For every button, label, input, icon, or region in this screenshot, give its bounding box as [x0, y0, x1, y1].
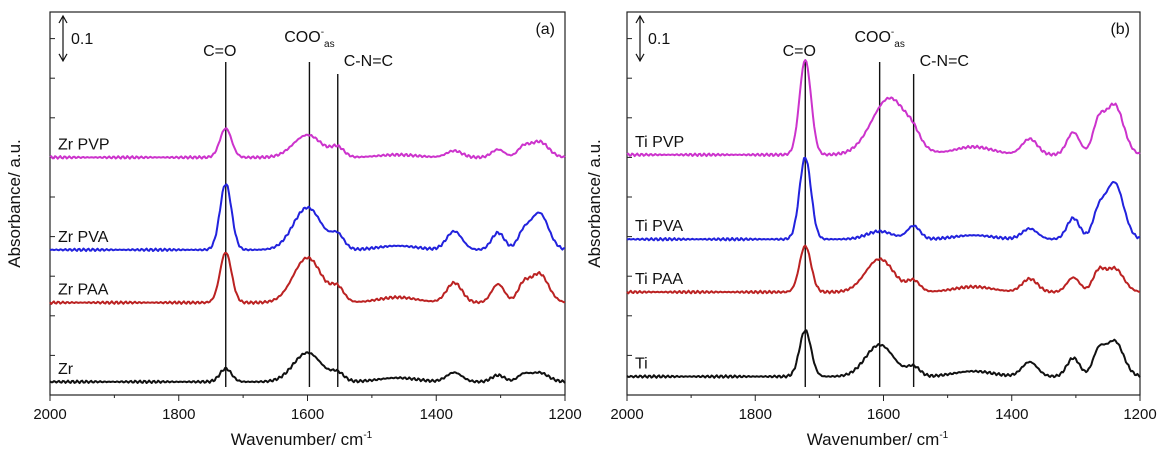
x-axis-title-text: Wavenumber/ cm: [807, 430, 940, 449]
marker-label: COO-as: [284, 27, 334, 50]
x-tick-label: 2000: [33, 406, 66, 423]
series-label: Ti PVP: [635, 134, 684, 151]
scale-bar-arrow-bottom: [58, 53, 68, 63]
plot-frame: [626, 11, 1141, 396]
scale-bar-arrow-top: [635, 14, 645, 24]
x-axis-title-text: Wavenumber/ cm: [231, 430, 364, 449]
plot-frame: [49, 11, 566, 396]
y-axis-title: Absorbance/ a.u.: [5, 139, 24, 268]
series-label: Zr PAA: [58, 282, 109, 299]
series-line-zr-pvp: [49, 127, 566, 160]
x-axis-title-superscript: -1: [363, 430, 372, 441]
marker-label-text: C=O: [783, 43, 816, 60]
scale-bar-arrow-top: [58, 14, 68, 24]
x-axis-title-superscript: -1: [939, 430, 948, 441]
series-line-ti-paa: [626, 244, 1141, 295]
x-tick-label: 1600: [867, 406, 900, 423]
marker-label-superscript: -: [891, 27, 894, 38]
x-axis-title: Wavenumber/ cm-1: [807, 430, 949, 449]
x-tick-label: 1400: [420, 406, 453, 423]
series-line-ti-pva: [626, 156, 1141, 242]
series-label: Zr PVP: [58, 136, 110, 153]
scale-bar-arrow-bottom: [635, 53, 645, 63]
scale-bar-label: 0.1: [71, 31, 93, 48]
x-tick-label: 1800: [162, 406, 195, 423]
panel-label: (a): [535, 21, 555, 38]
marker-label-subscript: as: [324, 39, 335, 50]
series-label: Zr: [58, 361, 74, 378]
marker-label-text: C=O: [203, 43, 236, 60]
series-label: Ti PAA: [635, 271, 683, 288]
x-tick-label: 1800: [739, 406, 772, 423]
y-axis-title: Absorbance/ a.u.: [585, 139, 604, 268]
marker-label-text: C-N=C: [920, 53, 969, 70]
scale-bar-label: 0.1: [648, 31, 670, 48]
series-line-zr-paa: [49, 251, 566, 305]
marker-label: COO-as: [854, 27, 904, 50]
marker-label-text: COO: [854, 29, 890, 46]
panel-label: (b): [1110, 21, 1130, 38]
marker-label-superscript: -: [321, 27, 324, 38]
marker-label: C=O: [783, 43, 816, 60]
marker-label: C-N=C: [344, 53, 393, 70]
series-label: Zr PVA: [58, 229, 109, 246]
series-label: Ti: [635, 356, 648, 373]
marker-label: C=O: [203, 43, 236, 60]
x-tick-label: 1400: [995, 406, 1028, 423]
x-tick-label: 1200: [1123, 406, 1156, 423]
x-tick-label: 2000: [610, 406, 643, 423]
x-tick-label: 1200: [548, 406, 581, 423]
x-tick-label: 1600: [291, 406, 324, 423]
marker-label-text: COO: [284, 29, 320, 46]
marker-label-subscript: as: [894, 39, 905, 50]
marker-label-text: C-N=C: [344, 53, 393, 70]
x-axis-title: Wavenumber/ cm-1: [231, 430, 373, 449]
series-line-zr: [49, 351, 566, 385]
series-line-ti: [626, 329, 1141, 379]
series-line-ti-pvp: [626, 59, 1141, 158]
series-line-zr-pva: [49, 183, 566, 253]
marker-label: C-N=C: [920, 53, 969, 70]
series-label: Ti PVA: [635, 218, 683, 235]
